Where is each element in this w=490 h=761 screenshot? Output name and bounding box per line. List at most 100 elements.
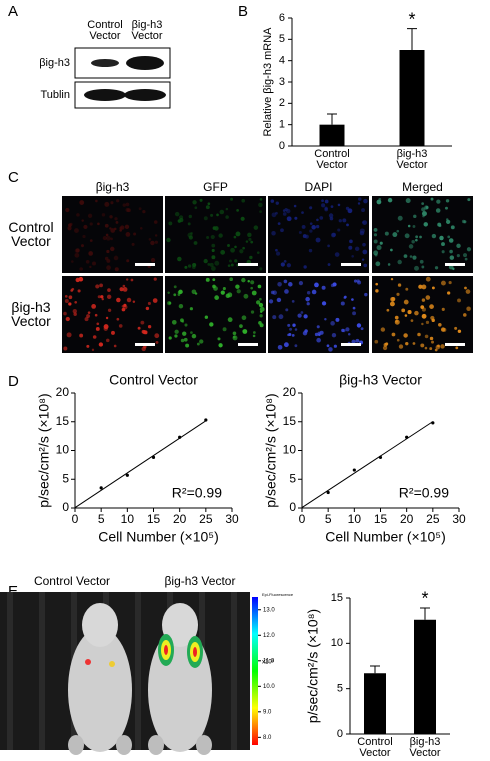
cell — [415, 238, 418, 242]
x-tick-label: 5 — [98, 512, 105, 526]
cell — [219, 209, 225, 215]
cell — [124, 224, 130, 229]
y-tick-label: 0 — [289, 500, 296, 514]
cell — [282, 212, 287, 216]
cell — [110, 237, 113, 241]
micrograph — [62, 276, 163, 353]
cell — [430, 197, 434, 201]
cell — [387, 263, 391, 266]
error-bar — [327, 113, 337, 125]
scale-bar — [135, 263, 155, 266]
cell — [236, 208, 239, 212]
cell — [403, 333, 408, 338]
cell — [178, 303, 184, 309]
cell — [126, 259, 130, 263]
cell — [68, 223, 72, 228]
y-tick-label: 5 — [337, 683, 343, 695]
cell — [463, 313, 467, 317]
cell — [456, 243, 461, 249]
cell — [300, 311, 304, 314]
cell — [283, 342, 289, 348]
cell — [119, 229, 122, 232]
cell — [247, 279, 250, 283]
cell — [284, 208, 288, 212]
cell — [421, 322, 424, 326]
cell — [66, 332, 72, 338]
cell — [257, 284, 262, 289]
cell — [217, 337, 221, 341]
cell — [315, 237, 321, 243]
cell — [403, 299, 409, 305]
cell — [306, 290, 311, 295]
cell — [242, 329, 245, 333]
cell — [375, 261, 381, 267]
cell — [328, 213, 334, 218]
cell — [271, 212, 277, 218]
cell — [291, 300, 295, 303]
y-tick-label: 4 — [279, 55, 285, 67]
cell — [315, 224, 320, 229]
cell — [233, 235, 237, 239]
x-tick-label: 30 — [225, 512, 239, 526]
cell — [319, 216, 324, 220]
cell — [306, 302, 310, 306]
cell — [103, 326, 108, 331]
cell — [456, 254, 460, 258]
cell — [441, 242, 445, 247]
cell — [308, 248, 313, 253]
cell — [178, 215, 184, 220]
cell — [289, 327, 293, 331]
y-tick-label: 3 — [279, 76, 285, 88]
cell — [153, 220, 158, 224]
cell — [105, 338, 110, 343]
cell — [225, 215, 229, 219]
cell — [222, 327, 227, 332]
cell — [77, 289, 81, 293]
cell — [130, 278, 134, 282]
micrograph — [62, 196, 163, 273]
cell — [104, 223, 109, 228]
cell — [404, 233, 410, 239]
cell — [91, 348, 95, 352]
point — [405, 435, 409, 439]
cell — [275, 248, 278, 252]
cell — [386, 308, 390, 312]
cell — [362, 221, 365, 224]
cell — [292, 323, 296, 327]
signal — [85, 659, 91, 665]
cell — [178, 289, 183, 295]
cell — [259, 314, 263, 318]
cell — [395, 319, 398, 323]
cell — [174, 211, 180, 217]
image-group-label: βig-h3 Vector — [165, 574, 236, 588]
cell — [361, 258, 365, 261]
cell — [376, 199, 382, 205]
cell — [375, 282, 379, 286]
cell — [97, 222, 100, 226]
blot-band — [84, 89, 126, 101]
cell — [434, 348, 438, 352]
cell — [236, 289, 241, 294]
cell — [220, 290, 225, 295]
cell — [250, 240, 254, 244]
cell — [205, 205, 210, 210]
cell — [418, 284, 423, 289]
cell — [187, 264, 192, 268]
cell — [347, 332, 351, 336]
cell — [397, 259, 402, 265]
cell — [316, 325, 320, 329]
cell — [89, 265, 92, 269]
cell — [447, 235, 451, 239]
blot-column-label: βig-h3 Vector — [131, 19, 163, 42]
mouse-body — [68, 628, 132, 752]
cell — [429, 304, 434, 309]
cell — [457, 329, 462, 334]
image-column-label: βig-h3 — [96, 180, 130, 194]
panel-label: A — [8, 3, 18, 20]
error-bar — [370, 665, 380, 674]
cell — [258, 202, 263, 208]
cell — [150, 257, 156, 263]
cell — [227, 264, 231, 267]
y-tick-label: 1 — [279, 119, 285, 131]
